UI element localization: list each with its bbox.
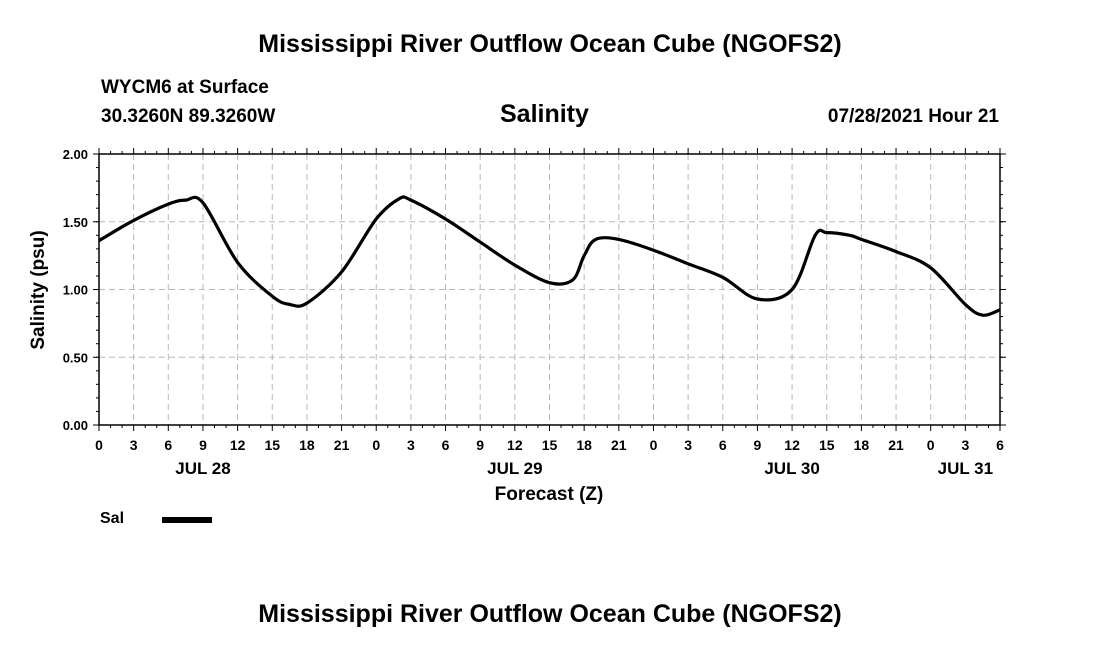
- y-tick-label: 1.00: [63, 283, 88, 298]
- x-tick-label: 12: [507, 437, 523, 453]
- y-tick-label: 2.00: [63, 147, 88, 162]
- y-axis-label: Salinity (psu): [28, 230, 49, 349]
- x-tick-label: 9: [476, 437, 484, 453]
- x-tick-label: 0: [650, 437, 658, 453]
- x-axis-label: Forecast (Z): [495, 484, 604, 505]
- page-title: Mississippi River Outflow Ocean Cube (NG…: [258, 30, 842, 58]
- x-tick-label: 15: [819, 437, 835, 453]
- x-tick-label: 15: [264, 437, 280, 453]
- x-tick-label: 18: [299, 437, 315, 453]
- x-tick-label: 0: [95, 437, 103, 453]
- x-tick-label: 21: [334, 437, 350, 453]
- y-axis-ticks: 0.00 0.50 1.00 1.50 2.00: [63, 147, 1006, 433]
- y-tick-label: 0.00: [63, 418, 88, 433]
- x-tick-label: 0: [927, 437, 935, 453]
- x-tick-label: 0: [372, 437, 380, 453]
- date-label: JUL 30: [764, 459, 819, 478]
- x-tick-label: 3: [130, 437, 138, 453]
- chart-title: Salinity: [500, 100, 589, 128]
- x-tick-label: 6: [996, 437, 1004, 453]
- y-tick-label: 0.50: [63, 350, 88, 365]
- x-tick-label: 21: [888, 437, 904, 453]
- series-line-sal: [98, 195, 1001, 317]
- series-layer: [98, 195, 1001, 317]
- x-tick-label: 18: [854, 437, 870, 453]
- legend: Sal: [100, 510, 124, 528]
- x-tick-label: 3: [684, 437, 692, 453]
- x-tick-label: 21: [611, 437, 627, 453]
- x-tick-label: 12: [784, 437, 800, 453]
- footer-title: Mississippi River Outflow Ocean Cube (NG…: [258, 600, 842, 628]
- date-label: JUL 29: [487, 459, 542, 478]
- legend-label: Sal: [100, 510, 125, 527]
- x-tick-label: 12: [230, 437, 246, 453]
- x-tick-label: 3: [961, 437, 969, 453]
- x-tick-label: 9: [199, 437, 207, 453]
- x-tick-label: 15: [542, 437, 558, 453]
- station-coordinates: 30.3260N 89.3260W: [101, 106, 276, 127]
- x-tick-label: 6: [442, 437, 450, 453]
- x-tick-label: 9: [754, 437, 762, 453]
- x-tick-label: 6: [164, 437, 172, 453]
- x-tick-label: 18: [576, 437, 592, 453]
- x-tick-label: 6: [719, 437, 727, 453]
- station-name: WYCM6 at Surface: [101, 77, 269, 98]
- y-tick-label: 1.50: [63, 215, 88, 230]
- date-label: JUL 28: [175, 459, 230, 478]
- x-axis-ticks: 0 3 6 9 12 15 18 21 0 3 6 9 12 15 18 21 0 3 6 9 12 15 18 21 0 3 6J…: [95, 148, 1004, 478]
- forecast-timestamp: 07/28/2021 Hour 21: [827, 106, 999, 127]
- x-tick-label: 3: [407, 437, 415, 453]
- date-label: JUL 31: [938, 459, 993, 478]
- chart-grid: [99, 154, 1000, 425]
- legend-swatch: [162, 517, 212, 523]
